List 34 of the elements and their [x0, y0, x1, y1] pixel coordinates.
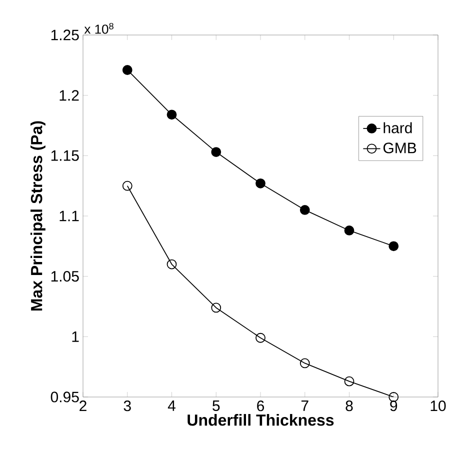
y-tick-label: 1 — [72, 332, 79, 342]
point — [388, 241, 399, 252]
point — [388, 392, 399, 402]
point — [166, 110, 177, 120]
x-axis-title: Underfill Thickness — [188, 414, 334, 426]
point — [256, 178, 266, 188]
x-tick-label: 2 — [80, 400, 86, 412]
text: x 10$^{8}$ — [84, 22, 114, 34]
point — [211, 302, 222, 313]
y-tick-label: 1.2 — [60, 90, 79, 101]
x-tick-label: 3 — [124, 400, 131, 412]
x-tick-label: 6 — [257, 400, 264, 412]
x-tick-label: 5 — [212, 400, 220, 411]
point — [300, 358, 310, 368]
point — [166, 259, 177, 270]
point — [300, 205, 310, 215]
point — [122, 180, 132, 191]
point — [211, 147, 222, 157]
point — [122, 65, 132, 75]
y-tick-label: 0.95 — [50, 392, 79, 402]
point — [344, 226, 354, 236]
legend-label: GMB — [383, 142, 416, 154]
y-axis-title: Max Principal Stress (Pa) — [30, 121, 46, 311]
x-tick-label: 8 — [346, 400, 353, 412]
x-tick-label: 7 — [301, 400, 308, 411]
x-tick-label: 4 — [168, 400, 176, 411]
y-tick-label: 1.1 — [60, 210, 79, 222]
legend-label: hard — [384, 122, 412, 134]
x-tick-label: 10 — [430, 400, 446, 412]
y-tick-label: 1.15 — [51, 150, 79, 161]
y-tick-label: 1.05 — [51, 271, 79, 282]
y-tick-label: 1.25 — [51, 30, 79, 40]
point — [256, 332, 266, 343]
point — [344, 376, 354, 386]
